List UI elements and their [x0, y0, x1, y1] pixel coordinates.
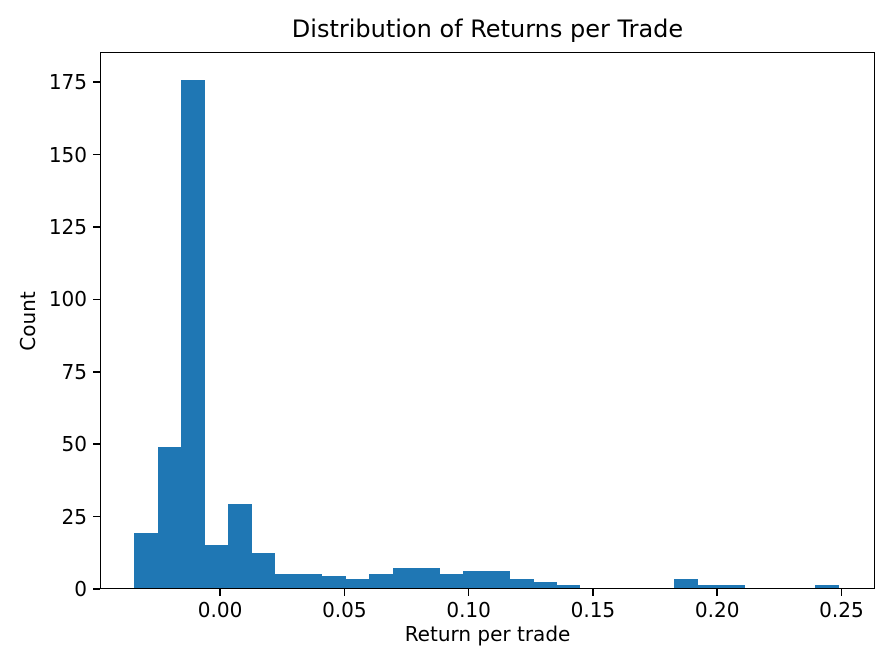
x-tick-label: 0.00: [197, 598, 243, 622]
y-tick-label: 75: [61, 359, 87, 384]
histogram-bar: [815, 585, 839, 588]
x-tick-mark: [343, 589, 346, 596]
chart-title: Distribution of Returns per Trade: [291, 15, 684, 43]
histogram-bar: [556, 585, 581, 588]
histogram-bar: [721, 585, 745, 588]
histogram-bar: [369, 573, 393, 588]
histogram-bar: [510, 579, 534, 588]
y-tick-label: 175: [48, 70, 87, 95]
histogram-bar: [416, 567, 440, 588]
x-tick-mark: [592, 589, 594, 596]
y-tick-mark: [93, 226, 100, 228]
y-tick-mark: [93, 81, 100, 83]
x-tick-label: 0.05: [322, 598, 367, 622]
y-tick-label: 100: [48, 287, 87, 312]
histogram-bar: [674, 579, 698, 588]
histogram-bar: [392, 567, 417, 588]
histogram-bar: [204, 544, 229, 588]
histogram-bar: [533, 582, 557, 588]
y-tick-mark: [93, 443, 100, 445]
y-tick-label: 25: [61, 504, 87, 529]
x-tick-label: 0.10: [446, 598, 491, 622]
histogram-bar: [345, 579, 370, 588]
x-tick-mark: [840, 589, 843, 596]
x-tick-mark: [716, 589, 718, 596]
x-tick-mark: [219, 589, 221, 596]
histogram-bar: [486, 570, 511, 588]
histogram-bar: [298, 573, 323, 588]
y-tick-mark: [93, 153, 100, 156]
y-tick-label: 0: [74, 577, 87, 601]
histogram-bar: [439, 573, 464, 588]
histogram-bar: [275, 573, 299, 588]
histogram-bar: [251, 553, 276, 588]
y-tick-mark: [93, 370, 100, 373]
y-tick-mark: [93, 588, 100, 590]
x-tick-label: 0.15: [570, 598, 616, 622]
x-tick-label: 0.20: [694, 598, 740, 622]
y-tick-label: 125: [48, 214, 87, 239]
histogram-bar: [463, 570, 487, 588]
histogram-bar: [157, 446, 182, 588]
histogram-bar: [697, 585, 722, 588]
x-tick-label: 0.25: [819, 598, 864, 622]
y-tick-mark: [93, 515, 100, 518]
plot-area: [100, 52, 875, 589]
histogram-bar: [228, 504, 252, 588]
y-tick-label: 150: [48, 142, 87, 167]
y-tick-label: 50: [61, 432, 87, 457]
x-tick-mark: [467, 589, 470, 596]
y-tick-mark: [93, 298, 100, 301]
histogram-bar: [181, 80, 205, 588]
x-axis-label: Return per trade: [404, 622, 571, 646]
histogram-bar: [134, 533, 158, 588]
histogram-bar: [322, 576, 346, 588]
